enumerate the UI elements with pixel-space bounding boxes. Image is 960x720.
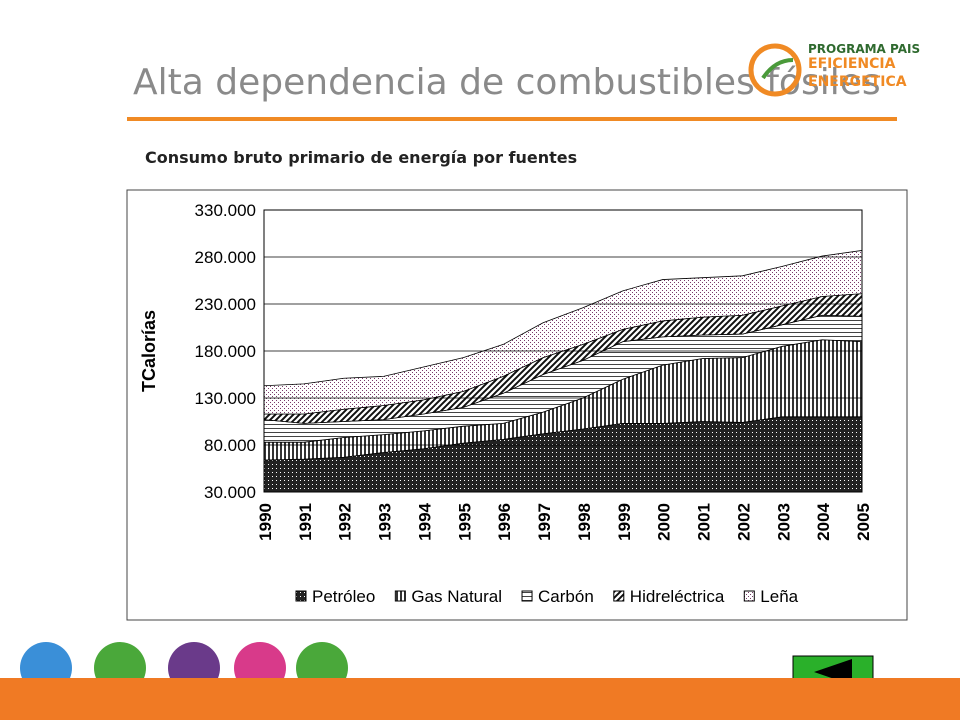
x-tick-label: 1991 [296, 503, 315, 541]
legend-swatch [743, 590, 755, 602]
logo-text: ENERGETICA [808, 74, 907, 90]
legend-swatch [613, 590, 625, 602]
chart-frame [126, 189, 908, 621]
area [264, 250, 862, 415]
x-tick-label: 2004 [814, 502, 833, 540]
footer-bar [0, 678, 960, 720]
y-tick-label: 30.000 [204, 483, 256, 502]
x-tick-label: 2001 [695, 503, 714, 541]
area [264, 416, 862, 492]
x-tick-label: 1993 [376, 503, 395, 541]
x-tick-label: 1994 [415, 502, 434, 540]
legend-label: Carbón [538, 587, 594, 606]
area [264, 339, 862, 461]
legend-label: Leña [760, 587, 798, 606]
x-tick-label: 2003 [774, 503, 793, 541]
legend-swatch [394, 590, 406, 602]
x-tick-label: 1997 [535, 503, 554, 541]
y-tick-label: 280.000 [195, 248, 256, 267]
legend-label: Hidreléctrica [630, 587, 725, 606]
y-tick-label: 130.000 [195, 389, 256, 408]
x-tick-label: 1995 [455, 503, 474, 541]
y-axis-label: TCalorías [139, 310, 159, 392]
plot-area [264, 210, 862, 492]
area [264, 293, 862, 424]
x-tick-label: 1990 [256, 503, 275, 541]
plot-border [263, 209, 863, 493]
logo-text: PROGRAMA PAIS [808, 42, 921, 56]
y-tick-label: 230.000 [195, 295, 256, 314]
title-rule [127, 117, 897, 121]
x-tick-label: 1998 [575, 503, 594, 541]
x-tick-label: 1999 [615, 503, 634, 541]
chart-title: Consumo bruto primario de energía por fu… [145, 148, 578, 167]
logo-icon [748, 43, 802, 97]
x-tick-label: 1996 [495, 503, 514, 541]
legend-swatch [295, 590, 307, 602]
y-tick-label: 180.000 [195, 342, 256, 361]
logo: PROGRAMA PAIS EFICIENCIA ENERGETICA [745, 40, 925, 100]
x-tick-label: 2002 [734, 503, 753, 541]
logo-text: EFICIENCIA [808, 56, 896, 72]
legend-swatch [521, 590, 533, 602]
legend-label: Gas Natural [411, 587, 502, 606]
x-tick-label: 2000 [655, 503, 674, 541]
x-tick-label: 2005 [854, 503, 873, 541]
x-tick-label: 1992 [336, 503, 355, 541]
area [264, 314, 862, 443]
y-tick-label: 80.000 [204, 436, 256, 455]
legend-label: Petróleo [312, 587, 375, 606]
y-tick-label: 330.000 [195, 201, 256, 220]
